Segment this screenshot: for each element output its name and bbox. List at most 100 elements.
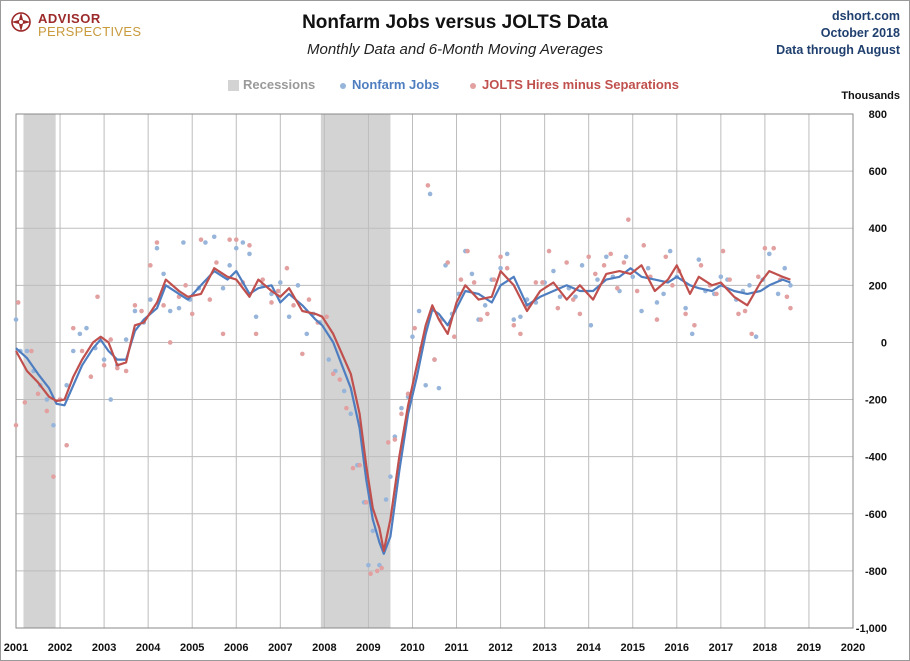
jolts-monthly-point bbox=[465, 248, 470, 254]
x-tick-label: 2014 bbox=[576, 642, 601, 654]
nonfarm-monthly-point bbox=[123, 337, 129, 342]
nonfarm-monthly-point bbox=[511, 317, 517, 322]
jolts-monthly-point bbox=[586, 254, 591, 260]
legend-label-jolts: JOLTS Hires minus Separations bbox=[482, 77, 679, 92]
nonfarm-dot-swatch bbox=[340, 82, 346, 89]
jolts-monthly-point bbox=[546, 248, 552, 254]
nonfarm-monthly-point bbox=[595, 277, 600, 282]
jolts-monthly-point bbox=[363, 500, 369, 505]
plot-border bbox=[15, 113, 854, 629]
nonfarm-monthly-point bbox=[70, 348, 76, 354]
x-tick-label: 2001 bbox=[4, 642, 28, 654]
jolts-monthly-point bbox=[275, 288, 281, 294]
jolts-monthly-point bbox=[485, 311, 490, 317]
nonfarm-monthly-point bbox=[24, 348, 30, 354]
jolts-monthly-point bbox=[399, 411, 404, 417]
jolts-monthly-point bbox=[615, 285, 620, 291]
nonfarm-monthly-point bbox=[44, 397, 50, 402]
nonfarm-monthly-point bbox=[436, 385, 442, 391]
jolts-monthly-point bbox=[167, 340, 173, 345]
jolts-monthly-point bbox=[405, 391, 411, 397]
nonfarm-monthly-point bbox=[788, 283, 793, 288]
nonfarm-monthly-point bbox=[604, 254, 609, 260]
nonfarm-monthly-point bbox=[388, 474, 393, 479]
nonfarm-monthly-point bbox=[326, 357, 332, 362]
compass-icon bbox=[11, 12, 31, 32]
legend-item-nonfarm: Nonfarm Jobs bbox=[340, 77, 439, 92]
jolts-monthly-point bbox=[139, 308, 144, 314]
jolts-monthly-point bbox=[13, 422, 19, 428]
jolts-monthly-point bbox=[214, 260, 219, 265]
jolts-monthly-point bbox=[621, 260, 627, 265]
x-tick-label: 2008 bbox=[312, 642, 336, 654]
nonfarm-monthly-point bbox=[247, 251, 252, 257]
nonfarm-monthly-point bbox=[518, 314, 523, 320]
nonfarm-monthly-point bbox=[108, 397, 114, 402]
jolts-monthly-point bbox=[458, 277, 464, 282]
nonfarm-monthly-point bbox=[654, 300, 660, 305]
nonfarm-monthly-point bbox=[689, 331, 695, 337]
jolts-monthly-point bbox=[51, 474, 56, 479]
legend-item-recessions: Recessions bbox=[228, 77, 315, 92]
nonfarm-monthly-point bbox=[84, 325, 89, 331]
nonfarm-monthly-point bbox=[148, 297, 153, 302]
jolts-monthly-point bbox=[626, 217, 631, 222]
jolts-monthly-point bbox=[183, 283, 188, 288]
nonfarm-monthly-point bbox=[167, 308, 173, 314]
jolts-monthly-point bbox=[445, 260, 451, 265]
x-tick-label: 2015 bbox=[620, 642, 644, 654]
nonfarm-monthly-point bbox=[77, 331, 83, 337]
nonfarm-monthly-point bbox=[370, 528, 376, 534]
x-tick-label: 2013 bbox=[532, 642, 556, 654]
nonfarm-monthly-point bbox=[399, 405, 404, 411]
jolts-monthly-point bbox=[762, 245, 768, 251]
jolts-monthly-point bbox=[115, 365, 120, 371]
nonfarm-monthly-point bbox=[661, 291, 666, 297]
jolts-monthly-point bbox=[755, 274, 761, 280]
nonfarm-monthly-point bbox=[767, 251, 772, 257]
jolts-monthly-point bbox=[714, 291, 719, 297]
jolts-monthly-point bbox=[518, 331, 523, 337]
jolts-monthly-point bbox=[344, 405, 349, 411]
x-tick-label: 2006 bbox=[224, 642, 248, 654]
y-axis-units: Thousands bbox=[841, 90, 900, 102]
nonfarm-monthly-point bbox=[667, 248, 673, 254]
jolts-monthly-point bbox=[330, 371, 336, 377]
legend-item-jolts: JOLTS Hires minus Separations bbox=[470, 77, 679, 92]
y-tick-label: 800 bbox=[869, 109, 887, 121]
jolts-monthly-point bbox=[504, 265, 510, 271]
x-tick-label: 2012 bbox=[488, 642, 512, 654]
x-tick-label: 2003 bbox=[92, 642, 116, 654]
jolts-monthly-point bbox=[392, 437, 398, 442]
x-tick-label: 2016 bbox=[665, 642, 689, 654]
publication-date: October 2018 bbox=[820, 26, 900, 40]
legend-label-recessions: Recessions bbox=[243, 77, 316, 92]
chart-title: Nonfarm Jobs versus JOLTS Data bbox=[302, 12, 608, 33]
jolts-monthly-point bbox=[608, 251, 614, 257]
legend-label-nonfarm: Nonfarm Jobs bbox=[352, 77, 440, 92]
nonfarm-monthly-point bbox=[579, 263, 585, 268]
jolts-monthly-point bbox=[132, 303, 138, 308]
jolts-monthly-point bbox=[44, 408, 50, 414]
jolts-monthly-point bbox=[233, 237, 239, 242]
jolts-dot-swatch bbox=[470, 82, 476, 89]
nonfarm-monthly-point bbox=[304, 331, 310, 337]
jolts-monthly-point bbox=[425, 183, 431, 188]
data-through-note: Data through August bbox=[776, 43, 900, 57]
x-tick-label: 2010 bbox=[400, 642, 424, 654]
jolts-monthly-point bbox=[123, 368, 129, 374]
nonfarm-monthly-point bbox=[623, 254, 629, 260]
jolts-monthly-point bbox=[634, 288, 640, 294]
jolts-monthly-point bbox=[564, 260, 569, 265]
y-tick-label: -200 bbox=[865, 395, 887, 407]
jolts-monthly-point bbox=[784, 294, 790, 300]
jolts-monthly-point bbox=[654, 317, 660, 322]
nonfarm-monthly-point bbox=[630, 274, 636, 280]
nonfarm-monthly-point bbox=[588, 323, 594, 328]
nonfarm-monthly-point bbox=[240, 240, 246, 245]
y-tick-label: 600 bbox=[869, 166, 887, 178]
jolts-monthly-point bbox=[324, 314, 329, 320]
jolts-monthly-point bbox=[788, 305, 793, 311]
nonfarm-monthly-point bbox=[341, 388, 347, 394]
nonfarm-monthly-point bbox=[696, 257, 702, 262]
